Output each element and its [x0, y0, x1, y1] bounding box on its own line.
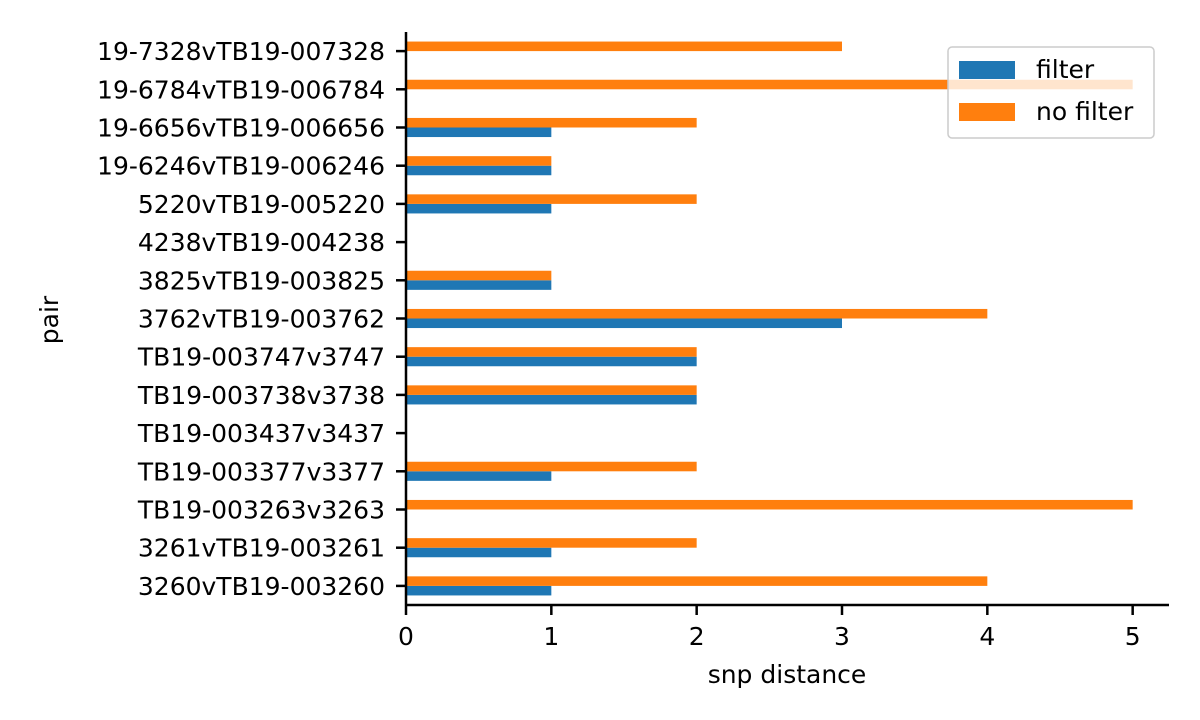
y-tick-label: 5220vTB19-005220 [138, 190, 385, 219]
x-tick-label: 1 [543, 622, 559, 651]
y-tick-label: TB19-003437v3437 [137, 419, 385, 448]
bar-filter-tb19-003377v3377 [406, 471, 552, 481]
x-tick-label: 2 [689, 622, 705, 651]
axes [396, 32, 1169, 615]
bar-filter-3260vtb19-003260 [406, 585, 552, 596]
bar-no-filter-tb19-003263v3263 [406, 499, 1133, 510]
y-tick-label: 19-6784vTB19-006784 [97, 75, 385, 104]
bar-no-filter-tb19-003738v3738 [406, 385, 697, 395]
bar-filter-tb19-003747v3747 [406, 356, 697, 367]
x-axis-label: snp distance [708, 660, 867, 689]
y-tick-label: 3762vTB19-003762 [138, 305, 385, 334]
y-tick-label: 3260vTB19-003260 [138, 572, 385, 601]
bar-no-filter-3762vtb19-003762 [406, 308, 988, 319]
y-tick-label: 19-6246vTB19-006246 [97, 152, 385, 181]
y-tick-label: 19-7328vTB19-007328 [97, 37, 385, 66]
y-tick-label: TB19-003738v3738 [137, 381, 385, 410]
bar-filter-3825vtb19-003825 [406, 280, 552, 290]
legend-label-no-filter: no filter [1036, 97, 1134, 126]
bar-filter-19-6246vtb19-006246 [406, 165, 552, 176]
y-axis-label: pair [35, 295, 64, 344]
x-tick-label: 4 [979, 622, 995, 651]
bar-no-filter-3261vtb19-003261 [406, 538, 697, 548]
bar-no-filter-5220vtb19-005220 [406, 194, 697, 204]
bar-no-filter-19-6784vtb19-006784 [406, 79, 1133, 90]
y-tick-label: 3825vTB19-003825 [138, 266, 385, 295]
tick-labels: 3260vTB19-003260 3261vTB19-003261 TB19-003… [97, 37, 1141, 651]
bar-filter-19-6656vtb19-006656 [406, 127, 552, 138]
bar-no-filter-3260vtb19-003260 [406, 576, 988, 586]
legend-label-filter: filter [1036, 55, 1095, 84]
bar-no-filter-19-6656vtb19-006656 [406, 117, 697, 128]
bar-filter-tb19-003738v3738 [406, 394, 697, 405]
bar-no-filter-tb19-003377v3377 [406, 461, 697, 472]
y-tick-label: TB19-003263v3263 [137, 496, 385, 525]
legend: filter no filter [947, 46, 1155, 139]
bars [406, 41, 1133, 596]
bar-no-filter-3825vtb19-003825 [406, 270, 552, 281]
legend-swatch-no-filter [959, 103, 1015, 121]
legend-swatch-filter [959, 61, 1015, 79]
x-tick-label: 3 [834, 622, 850, 651]
bar-filter-5220vtb19-005220 [406, 203, 552, 214]
y-tick-label: 3261vTB19-003261 [138, 534, 385, 563]
x-tick-label: 5 [1125, 622, 1141, 651]
bar-no-filter-19-6246vtb19-006246 [406, 156, 552, 166]
y-tick-label: 19-6656vTB19-006656 [97, 114, 385, 143]
bar-filter-3261vtb19-003261 [406, 547, 552, 558]
bar-no-filter-tb19-003747v3747 [406, 347, 697, 357]
y-tick-label: TB19-003747v3747 [137, 343, 385, 372]
y-tick-label: 4238vTB19-004238 [138, 228, 385, 257]
y-tick-label: TB19-003377v3377 [137, 457, 385, 486]
bar-no-filter-19-7328vtb19-007328 [406, 41, 842, 52]
x-tick-label: 0 [398, 622, 414, 651]
bar-filter-3762vtb19-003762 [406, 318, 842, 329]
